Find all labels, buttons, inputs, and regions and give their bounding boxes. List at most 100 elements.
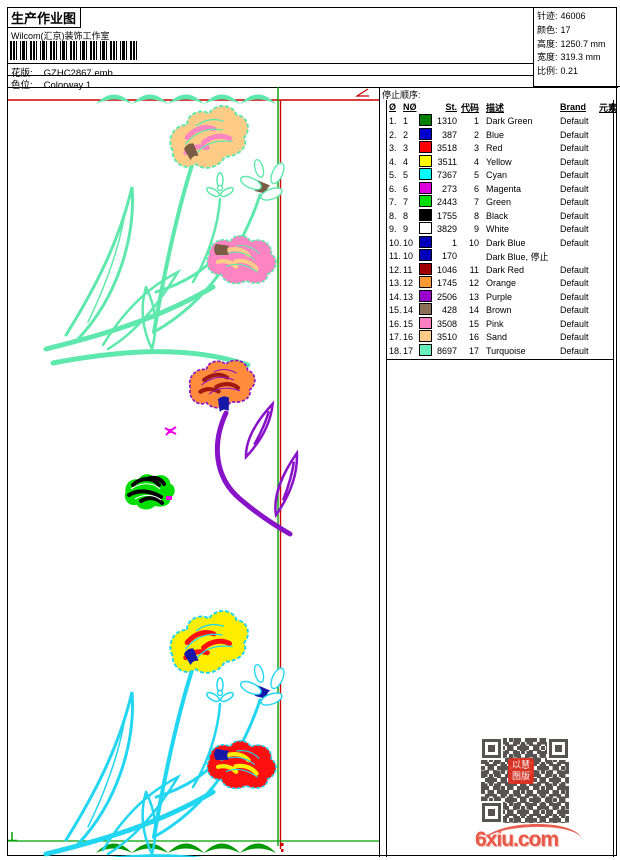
row-description: Cyan <box>486 170 508 180</box>
col-header-brand: Brand <box>560 102 587 112</box>
row-seq: 4. <box>389 156 397 167</box>
stamp-line: 以慧 <box>511 760 530 770</box>
row-brand: Default <box>560 264 589 275</box>
row-stitches: 3829 <box>436 224 457 234</box>
end-mark <box>281 843 284 846</box>
thread-color-swatch <box>419 316 433 331</box>
row-code: 12 <box>468 278 479 288</box>
row-seq: 6. <box>389 183 397 194</box>
row-code: 7 <box>473 197 479 207</box>
table-row: 2. 2 387 2 Blue Default <box>387 127 613 142</box>
design-preview <box>8 87 379 857</box>
row-brand: Default <box>560 345 589 356</box>
row-brand: Default <box>560 237 589 248</box>
row-stitches: 3511 <box>437 156 457 167</box>
row-needle: 10 <box>403 237 414 248</box>
col-header-description: 描述 <box>486 102 505 113</box>
row-brand: Default <box>560 129 589 140</box>
row-needle: 17 <box>403 345 414 356</box>
table-header-row: Ø NØ St. 代码 描述 Brand 元素 <box>387 100 617 114</box>
row-seq: 2. <box>389 129 397 140</box>
row-code: 11 <box>469 264 479 275</box>
row-brand: Default <box>560 305 589 315</box>
row-description: Yellow <box>486 156 512 167</box>
row-brand: Default <box>560 332 589 342</box>
thread-color-swatch <box>419 168 433 182</box>
table-row: 11. 10 170 Dark Blue, 停止 <box>387 249 613 263</box>
row-seq: 17. <box>389 332 402 342</box>
end-mark <box>281 849 284 852</box>
thread-color-swatch <box>419 154 433 169</box>
stat-value: 0.21 <box>560 66 579 77</box>
row-stitches: 1745 <box>436 278 457 288</box>
row-description: White <box>486 224 510 234</box>
row-seq: 15. <box>389 305 402 315</box>
table-bottom-divider <box>387 359 613 360</box>
table-row: 16. 15 3508 15 Pink Default <box>387 316 613 331</box>
row-seq: 14. <box>389 291 402 302</box>
stat-value: 17 <box>560 24 571 35</box>
thread-color-swatch <box>419 141 433 155</box>
row-description: Dark Red <box>486 264 525 275</box>
row-stitches: 2443 <box>436 197 457 207</box>
row-needle: 2 <box>403 129 409 140</box>
embroidery-design-canvas <box>8 87 379 857</box>
row-code: 16 <box>468 332 479 342</box>
row-seq: 16. <box>389 318 402 329</box>
row-seq: 13. <box>389 278 402 288</box>
row-needle: 9 <box>403 224 409 234</box>
row-description: Orange <box>486 278 517 288</box>
worksheet-page: 生产作业图 Wilcom(汇京)装饰工作室 花版: GZHC2867.emb 色… <box>7 7 620 857</box>
row-seq: 5. <box>389 170 397 180</box>
stat-scale: 比例: 0.21 <box>537 65 620 79</box>
row-code: 4 <box>473 156 479 167</box>
site-name: 6xiu.com <box>475 828 559 851</box>
row-seq: 1. <box>389 116 397 126</box>
row-code: 9 <box>473 224 479 234</box>
thread-color-swatch <box>419 127 433 142</box>
row-seq: 8. <box>389 210 397 221</box>
col-header-element: 元素 <box>599 102 618 113</box>
pattern-value: GZHC2867.emb <box>43 68 113 79</box>
thread-color-swatch <box>419 222 433 236</box>
row-code: 6 <box>473 183 479 194</box>
table-row: 1. 1 1310 1 Dark Green Default <box>387 114 613 128</box>
row-needle: 15 <box>403 318 414 329</box>
stop-sequence-rows: 1. 1 1310 1 Dark Green Default 2. 2 387 … <box>387 114 613 357</box>
page-title: 生产作业图 <box>11 11 77 26</box>
table-row: 15. 14 428 14 Brown Default <box>387 303 613 317</box>
top-flower-group <box>46 99 287 365</box>
thread-color-swatch <box>419 114 433 128</box>
company-name: Wilcom(汇京)装饰工作室 <box>11 31 110 41</box>
thread-color-swatch <box>419 195 433 209</box>
stop-sequence-title: 停止顺序: <box>382 90 421 100</box>
row-needle: 16 <box>403 332 414 342</box>
row-description: Brown <box>486 305 512 315</box>
row-code: 3 <box>473 143 479 153</box>
angle-mark <box>354 88 369 97</box>
row-description: Black <box>486 210 509 221</box>
thread-color-swatch <box>419 235 433 250</box>
site-watermark: 6xiu.com <box>475 822 585 854</box>
row-description: Red <box>486 143 503 153</box>
row-stitches: 3510 <box>436 332 457 342</box>
table-row: 14. 13 2506 13 Purple Default <box>387 289 613 304</box>
green-rose-motif <box>124 474 175 510</box>
red-seal-stamp: 以慧 图版 <box>508 758 534 784</box>
stop-sequence-panel: 停止顺序: Ø NØ St. 代码 描述 Brand 元素 1. 1 1310 … <box>379 87 618 857</box>
row-brand: Default <box>560 318 589 329</box>
thread-color-swatch <box>419 249 433 263</box>
barcode <box>10 41 137 60</box>
stat-label: 高度: <box>537 38 558 49</box>
stat-value: 46006 <box>560 11 586 21</box>
thread-color-swatch <box>419 303 433 317</box>
table-row: 18. 17 8697 17 Turquoise Default <box>387 343 613 358</box>
row-brand: Default <box>560 143 589 153</box>
row-brand: Default <box>560 278 589 288</box>
col-header-code: 代码 <box>460 102 479 113</box>
row-stitches: 387 <box>441 129 457 140</box>
row-needle: 5 <box>403 170 409 180</box>
col-header-stitches: St. <box>445 102 457 112</box>
thread-color-swatch <box>419 289 433 304</box>
row-code: 8 <box>473 210 479 221</box>
